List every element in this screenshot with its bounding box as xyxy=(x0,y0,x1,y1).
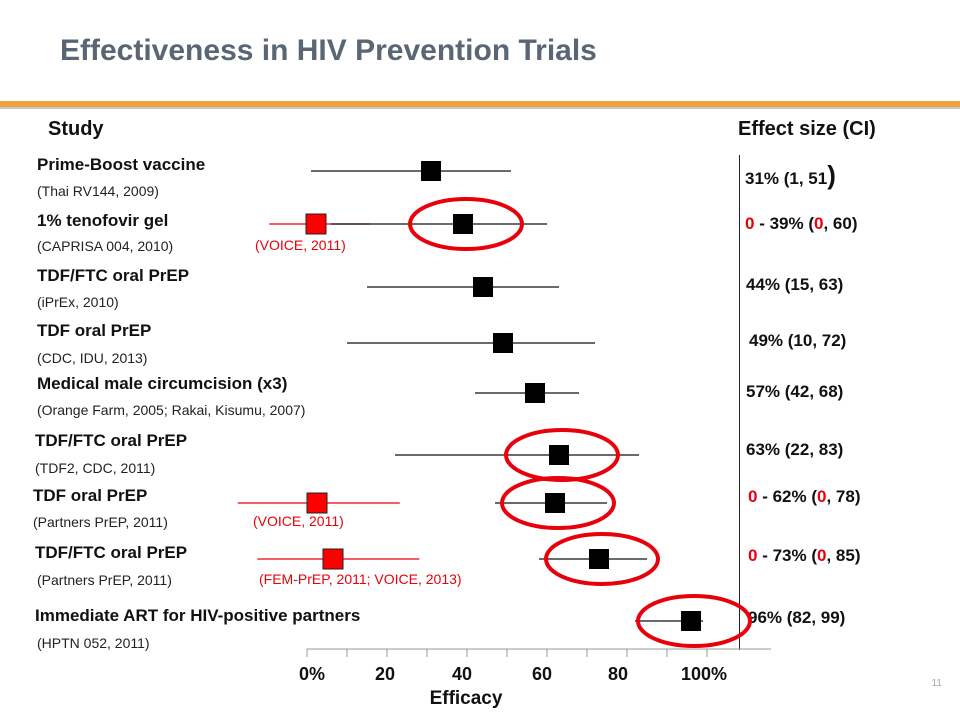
study-name: TDF/FTC oral PrEP xyxy=(35,431,188,450)
x-tick-label: 20 xyxy=(375,664,395,684)
effect-size: 49% (10, 72) xyxy=(749,331,847,350)
effect-size: 96% (82, 99) xyxy=(748,608,846,627)
study-name: Medical male circumcision (x3) xyxy=(37,374,288,393)
highlight-ellipse xyxy=(500,476,616,530)
effect-size: 31% (1, 51) xyxy=(745,160,836,190)
estimate-marker xyxy=(549,445,569,465)
study-ref: (HPTN 052, 2011) xyxy=(37,635,150,651)
x-tick-label: 100% xyxy=(681,664,727,684)
x-tick-label: 60 xyxy=(532,664,552,684)
study-name: TDF oral PrEP xyxy=(37,321,152,340)
study-name: 1% tenofovir gel xyxy=(37,211,169,230)
slide-title: Effectiveness in HIV Prevention Trials xyxy=(60,34,597,67)
x-tick-label: 0% xyxy=(299,664,325,684)
study-column-header: Study xyxy=(48,118,104,140)
study-ref: (Thai RV144, 2009) xyxy=(37,183,159,199)
study-ref: (CAPRISA 004, 2010) xyxy=(37,238,174,254)
x-tick-label: 40 xyxy=(452,664,472,684)
gray-divider xyxy=(0,107,960,109)
study-name: TDF/FTC oral PrEP xyxy=(37,266,190,285)
highlight-ellipse xyxy=(408,197,524,251)
estimate-marker xyxy=(421,161,441,181)
x-axis-title: Efficacy xyxy=(430,688,503,709)
effect-size: 63% (22, 83) xyxy=(746,440,844,459)
study-ref: (iPrEx, 2010) xyxy=(37,294,119,310)
effect-column-divider xyxy=(739,155,740,650)
study-ref: (CDC, IDU, 2013) xyxy=(37,350,148,366)
red-estimate-marker xyxy=(305,213,327,235)
estimate-marker xyxy=(589,549,609,569)
study-ref: (Partners PrEP, 2011) xyxy=(33,514,168,530)
effect-size: 0 - 39% (0, 60) xyxy=(745,214,858,233)
red-estimate-marker xyxy=(322,548,344,570)
red-trial-note: (FEM-PrEP, 2011; VOICE, 2013) xyxy=(259,571,462,587)
effect-size: 57% (42, 68) xyxy=(746,382,844,401)
study-name: TDF/FTC oral PrEP xyxy=(35,543,188,562)
study-name: Immediate ART for HIV-positive partners xyxy=(35,606,361,625)
estimate-marker xyxy=(681,611,701,631)
red-trial-note: (VOICE, 2011) xyxy=(253,513,344,529)
red-estimate-marker xyxy=(306,492,328,514)
slide-number: 11 xyxy=(931,678,942,689)
study-ref: (Partners PrEP, 2011) xyxy=(37,572,172,588)
estimate-marker xyxy=(453,214,473,234)
study-ref: (Orange Farm, 2005; Rakai, Kisumu, 2007) xyxy=(37,402,306,418)
study-name: Prime-Boost vaccine xyxy=(37,155,206,174)
orange-divider xyxy=(0,101,960,107)
effect-column-header: Effect size (CI) xyxy=(738,118,876,140)
estimate-marker xyxy=(473,277,493,297)
estimate-marker xyxy=(525,383,545,403)
study-name: TDF oral PrEP xyxy=(33,486,148,505)
highlight-ellipse xyxy=(544,532,660,586)
x-tick-label: 80 xyxy=(608,664,628,684)
estimate-marker xyxy=(493,333,513,353)
highlight-ellipse xyxy=(636,594,752,648)
study-ref: (TDF2, CDC, 2011) xyxy=(35,460,156,476)
effect-size: 0 - 73% (0, 85) xyxy=(748,546,861,565)
effect-size: 44% (15, 63) xyxy=(746,275,844,294)
estimate-marker xyxy=(545,493,565,513)
effect-size: 0 - 62% (0, 78) xyxy=(748,487,861,506)
red-trial-note: (VOICE, 2011) xyxy=(255,237,346,253)
